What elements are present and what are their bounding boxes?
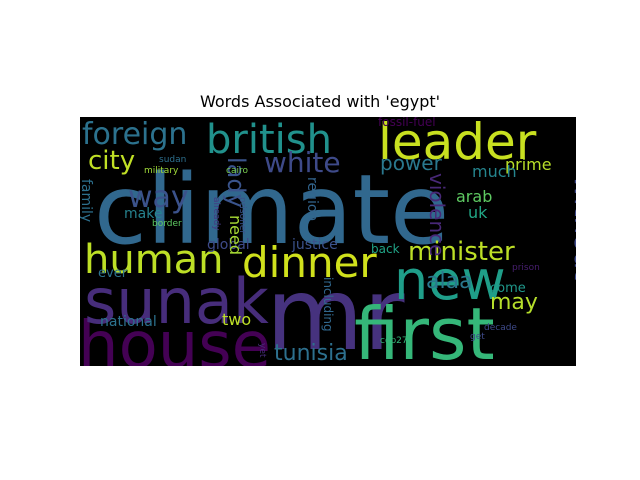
word-prime: prime	[505, 155, 552, 174]
word-including: including	[321, 277, 335, 332]
word-house: house	[80, 309, 271, 366]
word-come: come	[490, 281, 526, 296]
word-climate: climate	[94, 154, 449, 266]
word-already: already	[211, 197, 221, 231]
word-sudan: sudan	[159, 155, 186, 165]
word-without: without	[568, 175, 576, 280]
word-back: back	[371, 242, 400, 256]
word-make: make	[124, 206, 162, 222]
word-family: family	[80, 179, 94, 222]
word-violence: violence	[425, 173, 449, 256]
word-dinner: dinner	[242, 238, 377, 287]
word-global: global	[207, 237, 250, 253]
word-cairo: cairo	[226, 166, 248, 176]
word-much: much	[472, 162, 517, 181]
word-military: military	[144, 166, 179, 176]
word-white: white	[264, 146, 341, 179]
word-justice: justice	[291, 237, 338, 253]
word-two: two	[222, 310, 251, 329]
word-new: new	[394, 249, 506, 312]
word-british: british	[206, 117, 332, 163]
word-power: power	[380, 151, 443, 175]
word-sunak: sunak	[84, 265, 269, 338]
word-prison: prison	[512, 263, 540, 273]
word-leader: leader	[378, 117, 537, 171]
word-foreign: foreign	[82, 117, 187, 152]
word-lady: lady	[222, 157, 250, 208]
word-mr: mr	[266, 256, 405, 366]
word-uk: uk	[468, 203, 488, 222]
chart-title: Words Associated with 'egypt'	[199, 92, 441, 111]
word-get: get	[470, 332, 485, 342]
word-alaa: alaa	[426, 269, 473, 294]
word-tunisia: tunisia	[274, 341, 348, 366]
word-need: need	[226, 215, 245, 255]
word-first: first	[354, 292, 495, 366]
word-decade: decade	[484, 323, 517, 333]
wordcloud-canvas: climate mr first house sunak leader new british…	[80, 117, 576, 366]
word-city: city	[88, 146, 135, 176]
word-ever: ever	[98, 266, 128, 281]
word-yet: yet	[257, 343, 267, 358]
word-minister: minister	[408, 237, 515, 267]
word-way: way	[128, 180, 189, 215]
word-may: may	[490, 290, 538, 315]
word-human: human	[84, 237, 224, 283]
word-cop27: cop27	[380, 336, 408, 346]
word-fossil-fuel: fossil-fuel	[378, 117, 436, 129]
word-region: region	[304, 177, 320, 221]
word-national: national	[100, 314, 157, 330]
word-arab: arab	[456, 187, 492, 206]
word-prisoner: prisoner	[237, 197, 247, 234]
word-border: border	[152, 219, 182, 229]
